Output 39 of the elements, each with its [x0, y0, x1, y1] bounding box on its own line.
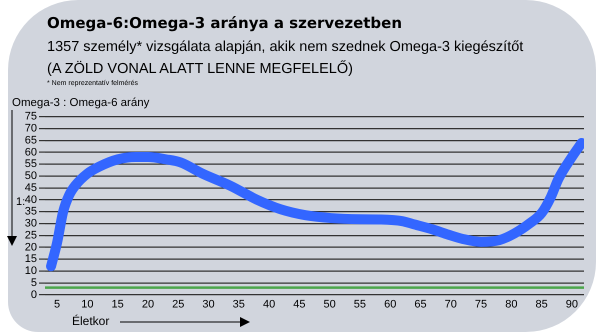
x-tick-label: 75	[474, 298, 488, 310]
x-tick-label: 25	[172, 298, 184, 310]
x-tick-label: 40	[262, 298, 276, 310]
x-tick-label: 90	[566, 298, 578, 310]
y-tick-label: 40	[24, 194, 37, 206]
x-tick-label: 65	[414, 298, 427, 310]
x-tick-label: 15	[112, 298, 124, 310]
y-tick-label: 35	[24, 206, 37, 218]
y-axis-title: Omega-3 : Omega-6 arány	[12, 97, 150, 109]
y-tick-label: 65	[24, 134, 37, 146]
chart-title: Omega-6:Omega-3 aránya a szervezetben	[47, 14, 402, 32]
y-tick-label: 5	[30, 276, 37, 289]
y-tick-label: 70	[24, 122, 37, 135]
x-tick-label: 55	[354, 298, 366, 310]
x-tick-label: 20	[142, 298, 154, 310]
y-tick-label: 25	[24, 229, 37, 242]
y-tick-label: 20	[24, 241, 37, 254]
x-tick-label: 85	[535, 298, 548, 310]
y-tick-label: 55	[24, 158, 37, 170]
y-tick-label: 75	[24, 110, 37, 123]
x-tick-label: 5	[54, 298, 60, 310]
y-tick-label: 15	[24, 253, 37, 266]
y-tick-label: 10	[24, 265, 37, 278]
x-tick-label: 70	[444, 298, 457, 310]
y-tick-label: 60	[24, 146, 37, 158]
y-tick-label: 50	[24, 170, 37, 182]
x-tick-label: 60	[384, 298, 396, 310]
x-tick-label: 10	[81, 298, 94, 310]
chart-subtitle: 1357 személy* vizsgálata alapján, akik nem szednek Omega-3 kiegészítőt (A ZÖLD VONAL ALATT LENNE MEGFELELŐ)	[47, 38, 524, 79]
x-tick-label: 80	[505, 298, 518, 310]
x-tick-label: 30	[202, 298, 215, 310]
y-tick-label: 0	[30, 288, 37, 301]
x-axis-title: Életkor	[72, 314, 110, 328]
y-tick-label: 45	[24, 182, 37, 194]
text: 1:	[16, 196, 26, 208]
x-tick-label: 45	[293, 298, 306, 310]
x-tick-label: 50	[324, 298, 336, 310]
x-tick-label: 35	[232, 298, 245, 310]
y-tick-label: 30	[24, 218, 37, 230]
